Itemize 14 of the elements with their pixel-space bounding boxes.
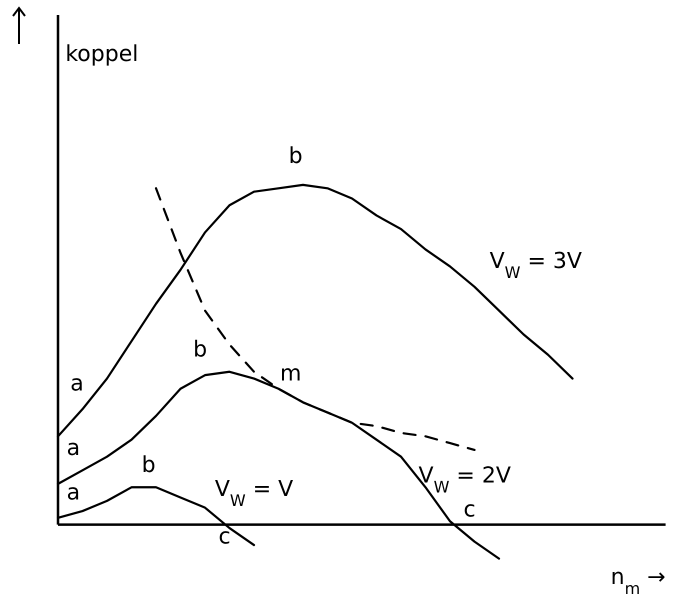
- annotation: m: [280, 361, 302, 386]
- text: koppel: [65, 42, 138, 67]
- annotation: a: [66, 480, 80, 506]
- x-axis-title: n$_{m}$ →: [610, 565, 666, 598]
- annotation: c: [464, 497, 476, 522]
- annotation: V$_{W}$ = 3V: [490, 249, 582, 282]
- annotation: c: [218, 524, 231, 550]
- text: b: [288, 144, 303, 169]
- annotation: V$_{W}$ = 2V: [418, 463, 511, 496]
- annotation: V$_{W}$ = V: [214, 476, 294, 510]
- annotation: a: [70, 372, 84, 397]
- annotation: a: [66, 436, 80, 462]
- annotation: b: [193, 338, 208, 363]
- annotation: b: [142, 453, 156, 478]
